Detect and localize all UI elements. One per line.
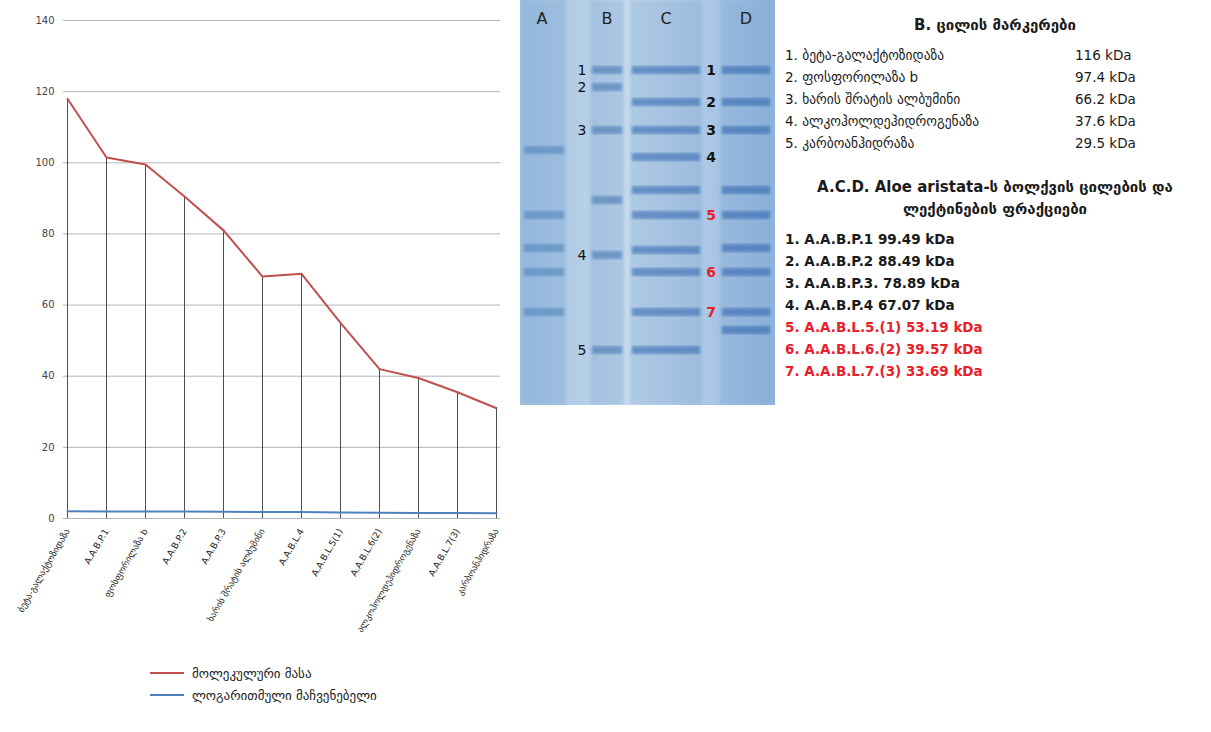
html-text:მოლეკულური მასა: მოლეკულური მასა: [192, 665, 312, 681]
svg-text:D: D: [740, 9, 752, 28]
html-text:ლოგარითმული მაჩვენებელი: ლოგარითმული მაჩვენებელი: [192, 687, 377, 703]
svg-text:ბეტა-გალაქტოზიდაზა: ბეტა-გალაქტოზიდაზა: [16, 527, 72, 614]
html-text:1. A.A.B.P.1 99.49 kDa: 1. A.A.B.P.1 99.49 kDa: [785, 231, 955, 247]
html-text:7. A.A.B.L.7.(3) 33.69 kDa: 7. A.A.B.L.7.(3) 33.69 kDa: [785, 363, 983, 379]
html-text:116 kDa: 116 kDa: [1075, 47, 1132, 63]
svg-text:A.A.B.L.4: A.A.B.L.4: [277, 527, 306, 567]
svg-text:A.A.B.L.6(2): A.A.B.L.6(2): [349, 527, 384, 578]
svg-text:100: 100: [35, 157, 54, 168]
svg-text:A.A.B.P.3: A.A.B.P.3: [199, 527, 227, 566]
html-text:2. ფოსფორილაზა b: 2. ფოსფორილაზა b: [785, 69, 919, 85]
html-text:2. A.A.B.P.2 88.49 kDa: 2. A.A.B.P.2 88.49 kDa: [785, 253, 955, 269]
svg-text:2: 2: [578, 79, 587, 95]
svg-text:1: 1: [578, 62, 587, 78]
svg-text:ალკოჰოლდეჰიდროგენაზა: ალკოჰოლდეჰიდროგენაზა: [355, 527, 423, 635]
html-text:1. ბეტა-გალაქტოზიდაზა: 1. ბეტა-გალაქტოზიდაზა: [785, 47, 945, 63]
html-text:97.4 kDa: 97.4 kDa: [1075, 69, 1136, 85]
svg-text:C: C: [660, 9, 671, 28]
svg-text:A.A.B.L.5(1): A.A.B.L.5(1): [310, 527, 345, 578]
html-text:66.2 kDa: 66.2 kDa: [1075, 91, 1136, 107]
html-text:3. A.A.B.P.3. 78.89 kDa: 3. A.A.B.P.3. 78.89 kDa: [785, 275, 960, 291]
html-text:29.5 kDa: 29.5 kDa: [1075, 135, 1136, 151]
svg-text:3: 3: [578, 122, 587, 138]
svg-text:A.A.B.P.1: A.A.B.P.1: [82, 527, 110, 566]
html-text:4. A.A.B.P.4 67.07 kDa: 4. A.A.B.P.4 67.07 kDa: [785, 297, 955, 313]
html-text:5. A.A.B.L.5.(1) 53.19 kDa: 5. A.A.B.L.5.(1) 53.19 kDa: [785, 319, 983, 335]
html-text:37.6 kDa: 37.6 kDa: [1075, 113, 1136, 129]
svg-text:6: 6: [706, 264, 716, 280]
svg-text:A: A: [537, 9, 548, 28]
svg-text:20: 20: [42, 442, 55, 453]
svg-text:1: 1: [706, 62, 716, 78]
html-text:4. ალკოჰოლდეჰიდროგენაზა: 4. ალკოჰოლდეჰიდროგენაზა: [785, 113, 980, 129]
html-text:3. ხარის შრატის ალბუმინი: 3. ხარის შრატის ალბუმინი: [785, 91, 961, 107]
svg-text:7: 7: [706, 304, 716, 320]
svg-text:ფოსფორილაზა b: ფოსფორილაზა b: [102, 527, 149, 599]
svg-text:კარბოანჰიდრაზა: კარბოანჰიდრაზა: [455, 527, 501, 597]
svg-text:5: 5: [578, 342, 587, 358]
svg-text:80: 80: [42, 228, 55, 239]
svg-text:120: 120: [35, 86, 54, 97]
html-text:A.C.D. Aloe aristata-ს ბოლქვის: A.C.D. Aloe aristata-ს ბოლქვის ცილების დ…: [817, 178, 1173, 218]
svg-text:4: 4: [706, 149, 716, 165]
svg-text:140: 140: [35, 15, 54, 26]
html-text:B. ცილის მარკერები: B. ცილის მარკერები: [914, 16, 1076, 34]
svg-text:4: 4: [578, 247, 587, 263]
svg-text:0: 0: [48, 513, 54, 524]
svg-text:2: 2: [706, 94, 716, 110]
svg-text:3: 3: [706, 122, 716, 138]
svg-text:B: B: [602, 9, 613, 28]
svg-text:A.A.B.P.2: A.A.B.P.2: [160, 527, 188, 566]
svg-text:5: 5: [706, 207, 716, 223]
html-text:5. კარბოანჰიდრაზა: 5. კარბოანჰიდრაზა: [785, 135, 915, 151]
html-text:6. A.A.B.L.6.(2) 39.57 kDa: 6. A.A.B.L.6.(2) 39.57 kDa: [785, 341, 983, 357]
svg-text:40: 40: [42, 370, 55, 381]
svg-text:ხარის შრატის ალბუმინი: ხარის შრატის ალბუმინი: [205, 527, 267, 624]
svg-text:60: 60: [42, 299, 55, 310]
svg-text:A.A.B.L.7(3): A.A.B.L.7(3): [427, 527, 462, 578]
